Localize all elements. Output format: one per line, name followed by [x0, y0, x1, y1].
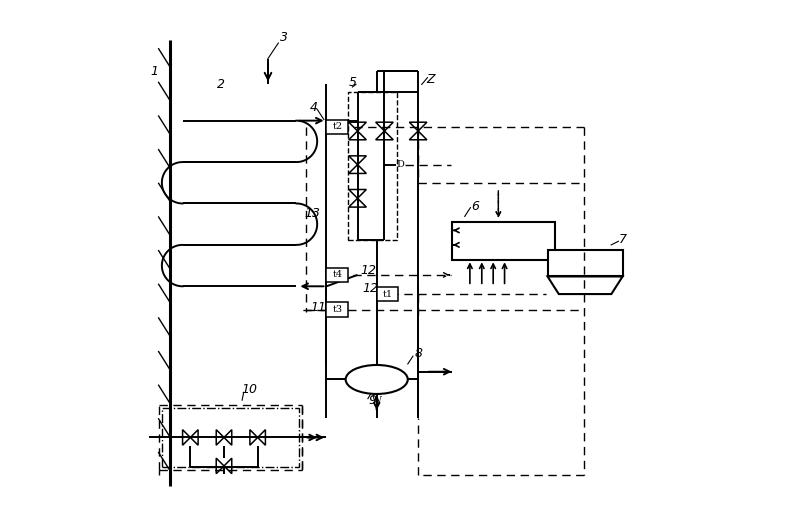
Text: t2: t2	[332, 123, 342, 132]
Bar	[326, 268, 348, 282]
Bar	[326, 119, 348, 134]
Text: t4: t4	[332, 270, 342, 279]
Text: t3: t3	[332, 305, 342, 314]
Text: D: D	[396, 160, 404, 169]
Text: 6: 6	[471, 199, 479, 213]
Text: t1: t1	[382, 289, 393, 299]
Text: 4: 4	[310, 101, 318, 114]
Bar	[348, 92, 398, 240]
Text: W: W	[372, 396, 382, 404]
Text: 13: 13	[304, 207, 320, 220]
Text: Y: Y	[350, 371, 357, 380]
Text: 7: 7	[618, 233, 626, 246]
Bar	[377, 287, 398, 301]
Text: 1: 1	[150, 65, 158, 78]
Text: 9: 9	[369, 393, 377, 407]
Bar	[547, 250, 622, 277]
Ellipse shape	[346, 365, 408, 394]
Text: 12: 12	[362, 282, 378, 296]
Text: Z: Z	[426, 73, 435, 86]
Bar	[452, 221, 555, 260]
Bar	[326, 302, 348, 317]
Bar	[162, 408, 299, 468]
Text: 12: 12	[360, 264, 376, 277]
Text: 10: 10	[242, 383, 258, 396]
Text: 3: 3	[279, 32, 287, 44]
Text: 11: 11	[310, 300, 326, 313]
Text: X: X	[397, 371, 403, 380]
Text: 8: 8	[414, 347, 422, 360]
Text: 2: 2	[218, 78, 226, 91]
Text: 5: 5	[348, 76, 356, 89]
